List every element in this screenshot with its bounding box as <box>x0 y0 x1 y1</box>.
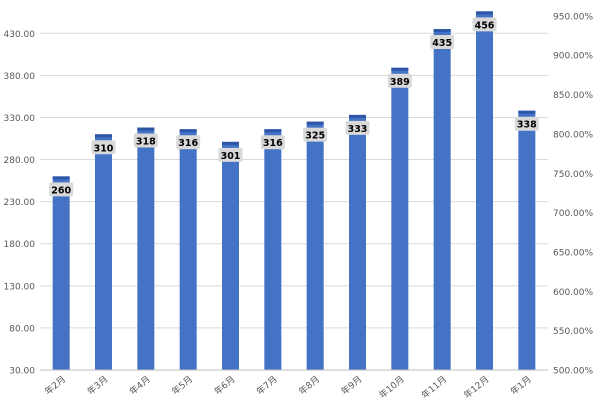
bar <box>52 176 70 370</box>
x-tick-label: 年7月 <box>254 373 280 397</box>
data-label-text: 338 <box>517 120 537 131</box>
bar <box>222 141 239 370</box>
data-label-text: 316 <box>263 138 283 149</box>
right-tick-label: 800.00% <box>553 130 593 140</box>
data-label: 325 <box>303 127 328 142</box>
x-tick-label: 年8月 <box>296 373 322 397</box>
data-label: 318 <box>133 133 158 148</box>
left-tick-label: 430.00 <box>4 30 36 40</box>
data-label: 310 <box>91 140 116 155</box>
x-axis: 年2月 年3月 年4月 年5月 年6月 年7月 年8月 年9月 年10月 年11月 年12月 年1月 <box>40 369 548 401</box>
bar <box>349 114 366 370</box>
data-label: 338 <box>514 116 539 131</box>
data-label: 260 <box>49 182 74 197</box>
data-label-box <box>430 35 455 50</box>
data-label: 316 <box>260 135 285 150</box>
x-tick-label: 年4月 <box>127 373 153 397</box>
right-tick-label: 750.00% <box>553 170 593 180</box>
right-tick-label: 650.00% <box>553 248 593 258</box>
data-label: 316 <box>176 135 201 150</box>
bar <box>476 11 493 371</box>
right-tick-label: 700.00% <box>553 209 593 219</box>
gridlines <box>40 32 548 371</box>
left-tick-label: 230.00 <box>4 198 36 208</box>
right-tick-label: 500.00% <box>553 367 593 377</box>
data-label-box <box>133 133 158 148</box>
left-tick-label: 330.00 <box>4 114 36 124</box>
left-tick-label: 280.00 <box>4 156 36 166</box>
data-label-text: 389 <box>390 77 410 88</box>
bar <box>306 121 324 371</box>
bar-cap <box>476 11 493 15</box>
left-tick-label: 130.00 <box>4 282 36 292</box>
right-tick-label: 950.00% <box>553 12 593 22</box>
data-label-box <box>176 135 201 150</box>
data-label-box <box>260 135 285 150</box>
bar-cap <box>433 29 451 33</box>
right-tick-label: 600.00% <box>553 288 593 298</box>
data-label-text: 260 <box>51 185 71 196</box>
data-label: 333 <box>345 120 370 135</box>
bar <box>433 29 451 371</box>
data-label-box <box>472 17 497 32</box>
data-label-box <box>345 120 370 135</box>
x-tick-label: 年9月 <box>339 373 365 397</box>
bar <box>179 129 197 370</box>
x-tick-label: 年12月 <box>461 373 491 400</box>
x-tick-label: 年10月 <box>376 373 406 400</box>
data-label-box <box>218 147 243 162</box>
data-label-text: 318 <box>136 137 156 148</box>
data-label-box <box>303 127 328 142</box>
right-tick-label: 850.00% <box>553 91 593 101</box>
left-tick-label: 380.00 <box>4 72 36 82</box>
data-label-text: 333 <box>348 124 368 135</box>
bar <box>518 110 536 371</box>
bar-cap <box>518 110 536 114</box>
data-label-text: 310 <box>94 143 114 154</box>
data-label-box <box>514 116 539 131</box>
data-label-text: 325 <box>305 131 325 142</box>
x-tick-label: 年6月 <box>212 373 238 397</box>
x-tick-label: 年11月 <box>419 373 449 400</box>
x-tick-label: 年2月 <box>42 373 68 397</box>
data-label-text: 301 <box>221 151 241 162</box>
left-axis: 30.00 80.00 130.00 180.00 230.00 280.00 330.00… <box>4 30 36 377</box>
bar <box>137 127 155 370</box>
bar-cap <box>391 67 409 71</box>
x-tick-label: 年5月 <box>169 373 195 397</box>
data-label: 301 <box>218 147 243 162</box>
data-label-box <box>49 182 74 197</box>
data-label-text: 456 <box>475 20 495 31</box>
bar <box>95 134 112 370</box>
bar-cap <box>179 129 197 133</box>
data-label: 456 <box>472 17 497 32</box>
left-tick-label: 80.00 <box>9 324 35 334</box>
data-label-text: 435 <box>432 38 452 49</box>
bar-cap <box>264 129 282 133</box>
data-label: 435 <box>430 35 455 50</box>
right-tick-label: 900.00% <box>553 52 593 62</box>
bar-cap <box>52 176 70 180</box>
data-label: 389 <box>387 73 412 88</box>
bar-cap <box>349 114 366 118</box>
bar-cap <box>222 141 239 145</box>
left-tick-label: 30.00 <box>9 367 35 377</box>
left-tick-label: 180.00 <box>4 240 36 250</box>
x-tick-label: 年1月 <box>508 373 534 397</box>
bar-cap <box>95 134 112 138</box>
data-label-box <box>387 73 412 88</box>
bar <box>391 67 409 370</box>
data-label-text: 316 <box>178 138 198 149</box>
bars <box>52 11 536 371</box>
right-tick-label: 550.00% <box>553 327 593 337</box>
x-tick-label: 年3月 <box>85 373 111 397</box>
right-axis: 500.00% 550.00% 600.00% 650.00% 700.00% 750.0… <box>553 12 593 376</box>
bar-cap <box>306 121 324 125</box>
data-label-box <box>91 140 116 155</box>
bar <box>264 129 282 370</box>
bar-cap <box>137 127 155 131</box>
data-labels: 260 310 318 316 301 316 325 333 389 435 456 338 <box>49 17 539 197</box>
